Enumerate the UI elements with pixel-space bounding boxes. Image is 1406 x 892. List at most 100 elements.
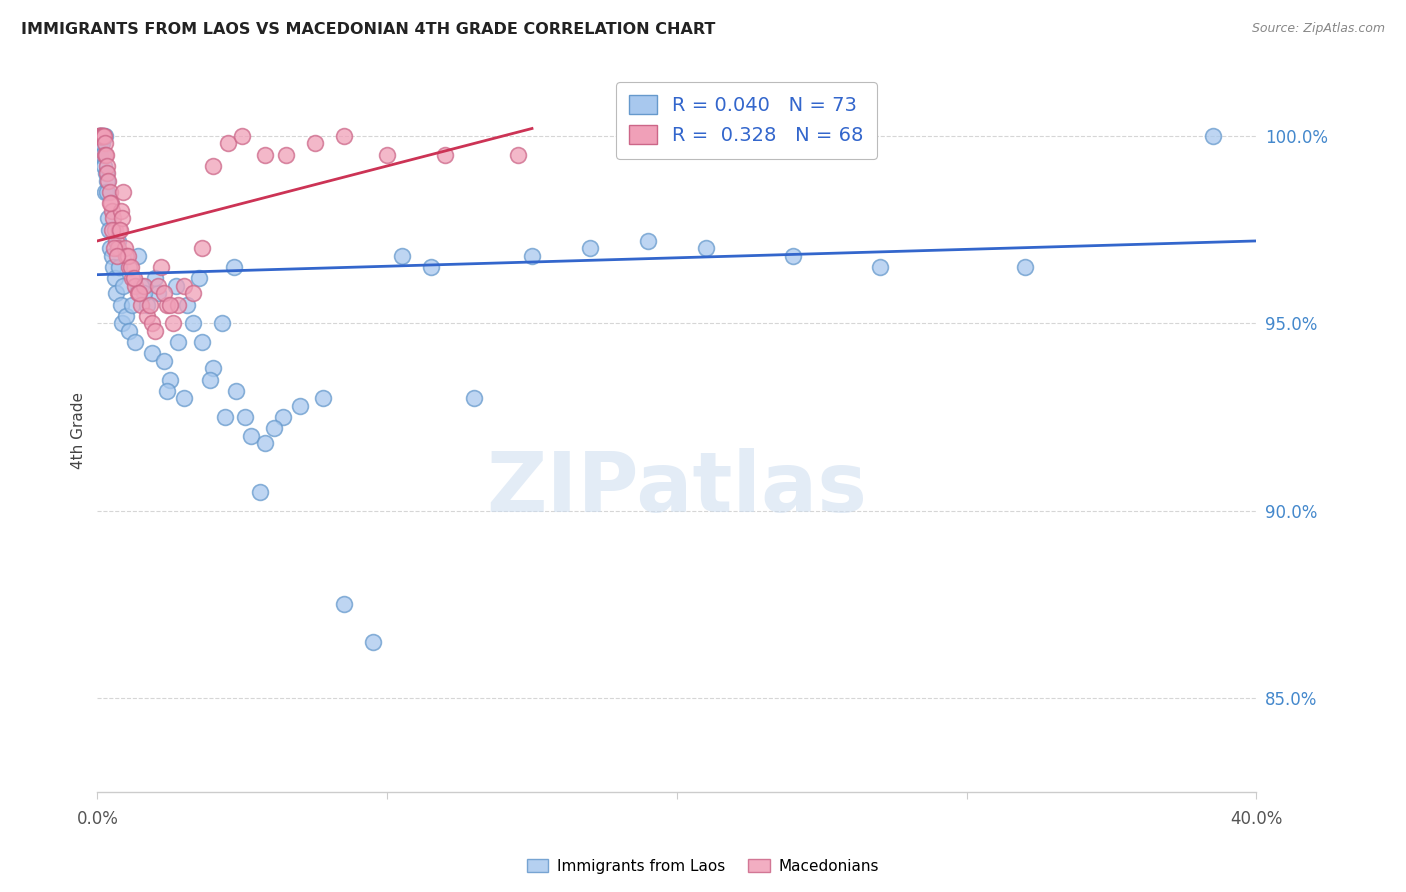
Point [91, 128, 114, 143]
Point [105, 234, 128, 248]
Point [105, 249, 128, 263]
Point [141, 346, 163, 360]
Point [107, 242, 129, 256]
Point [239, 429, 262, 443]
Point [104, 222, 127, 236]
Point [869, 260, 891, 275]
Point [89, 128, 111, 143]
Point [332, 598, 354, 612]
Point [89, 128, 111, 143]
Point [375, 147, 398, 161]
Point [129, 279, 152, 293]
Point [96, 174, 118, 188]
Point [141, 317, 163, 331]
Point [579, 242, 602, 256]
Point [124, 335, 146, 350]
Point [217, 136, 239, 151]
Point [176, 298, 198, 312]
Point [148, 286, 170, 301]
Legend: Immigrants from Laos, Macedonians: Immigrants from Laos, Macedonians [520, 853, 886, 880]
Point [100, 196, 122, 211]
Point [312, 392, 335, 406]
Point [156, 384, 179, 398]
Point [98, 185, 121, 199]
Point [153, 354, 176, 368]
Point [94, 166, 117, 180]
Point [127, 249, 149, 263]
Point [202, 361, 225, 376]
Point [91, 147, 114, 161]
Point [162, 317, 184, 331]
Point [190, 335, 212, 350]
Point [249, 485, 271, 500]
Point [112, 185, 135, 199]
Point [225, 384, 247, 398]
Point [90, 128, 112, 143]
Point [93, 159, 115, 173]
Point [419, 260, 441, 275]
Point [108, 222, 131, 236]
Point [93, 128, 115, 143]
Point [695, 242, 717, 256]
Point [101, 222, 124, 236]
Text: ZIPatlas: ZIPatlas [486, 448, 868, 529]
Text: Source: ZipAtlas.com: Source: ZipAtlas.com [1251, 22, 1385, 36]
Point [94, 147, 117, 161]
Point [122, 271, 145, 285]
Point [143, 324, 166, 338]
Point [103, 242, 125, 256]
Point [150, 260, 173, 275]
Point [112, 279, 135, 293]
Point [520, 249, 543, 263]
Point [115, 249, 138, 263]
Point [103, 211, 125, 226]
Point [96, 159, 118, 173]
Point [93, 185, 115, 199]
Point [104, 271, 127, 285]
Y-axis label: 4th Grade: 4th Grade [72, 392, 86, 468]
Point [132, 286, 155, 301]
Point [110, 298, 132, 312]
Point [153, 286, 176, 301]
Point [107, 234, 129, 248]
Point [101, 249, 124, 263]
Point [463, 392, 485, 406]
Point [202, 159, 225, 173]
Point [1202, 128, 1225, 143]
Point [231, 128, 253, 143]
Point [115, 309, 138, 323]
Point [87, 128, 110, 143]
Point [290, 399, 312, 413]
Point [89, 147, 111, 161]
Point [434, 147, 457, 161]
Point [111, 317, 134, 331]
Point [97, 174, 120, 188]
Point [332, 128, 354, 143]
Point [173, 392, 195, 406]
Point [105, 286, 128, 301]
Point [114, 242, 136, 256]
Point [200, 373, 222, 387]
Point [190, 242, 212, 256]
Point [143, 271, 166, 285]
Point [263, 421, 285, 435]
Point [214, 410, 236, 425]
Point [96, 185, 118, 199]
Text: IMMIGRANTS FROM LAOS VS MACEDONIAN 4TH GRADE CORRELATION CHART: IMMIGRANTS FROM LAOS VS MACEDONIAN 4TH G… [21, 22, 716, 37]
Point [87, 128, 110, 143]
Point [167, 335, 190, 350]
Point [91, 128, 114, 143]
Point [89, 136, 111, 151]
Point [361, 635, 384, 649]
Point [108, 260, 131, 275]
Point [128, 286, 150, 301]
Point [167, 298, 190, 312]
Point [1014, 260, 1036, 275]
Point [93, 136, 115, 151]
Point [254, 436, 277, 450]
Point [94, 128, 117, 143]
Point [181, 286, 204, 301]
Point [159, 298, 181, 312]
Point [782, 249, 804, 263]
Point [87, 128, 110, 143]
